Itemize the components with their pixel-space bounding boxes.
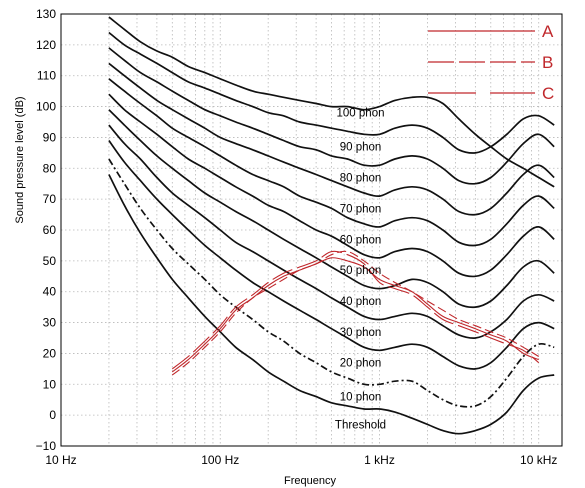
y-tick-label: 60 xyxy=(43,223,57,237)
legend: ABC xyxy=(428,22,554,103)
y-tick-label: 110 xyxy=(37,69,56,83)
y-tick-label: 120 xyxy=(36,38,56,52)
curve-80-phon xyxy=(108,47,555,185)
curve-threshold xyxy=(108,174,555,435)
plot-frame xyxy=(60,13,563,447)
grid xyxy=(61,13,562,447)
y-axis-label: Sound pressure level (dB) xyxy=(14,96,26,223)
series-b xyxy=(171,250,539,376)
phon-curves xyxy=(108,16,555,435)
y-tick-label: 90 xyxy=(43,130,57,144)
series-a xyxy=(171,257,539,373)
y-tick-label: 70 xyxy=(43,192,57,206)
curve-60-phon xyxy=(108,78,555,247)
curve-10-phon xyxy=(108,158,555,408)
y-tick-label: 40 xyxy=(43,285,57,299)
y-tick-label: 50 xyxy=(43,254,57,268)
tick-labels: −10 0 10 20 30 40 50 60 70 80 90 100 110 120 130 10 Hz 1… xyxy=(36,7,558,467)
curve-20-phon xyxy=(108,140,555,370)
x-axis-label: Frequency xyxy=(284,475,336,487)
legend-label-a: A xyxy=(542,22,554,41)
x-tick-label: 10 kHz xyxy=(520,453,557,467)
curve-70-phon xyxy=(108,62,555,216)
y-tick-label: 0 xyxy=(49,408,56,422)
x-tick-label: 10 Hz xyxy=(45,453,76,467)
curve-label-30-phon: 30 phon xyxy=(340,327,382,339)
curve-label-threshold: Threshold xyxy=(335,419,386,431)
curve-label-40-phon: 40 phon xyxy=(340,296,382,308)
y-tick-label: 30 xyxy=(43,316,57,330)
measured-series xyxy=(171,250,540,376)
curve-50-phon xyxy=(108,93,555,278)
x-tick-label: 1 kHz xyxy=(364,453,395,467)
curve-label-90-phon: 90 phon xyxy=(340,142,382,154)
y-tick-label: 10 xyxy=(43,377,57,391)
y-tick-label: 80 xyxy=(43,161,57,175)
curve-label-60-phon: 60 phon xyxy=(340,234,382,246)
curve-40-phon xyxy=(108,109,555,309)
curve-labels: Threshold 10 phon 20 phon 30 phon 40 phon 50 … xyxy=(335,108,386,432)
x-tick-label: 100 Hz xyxy=(201,453,239,467)
curve-label-10-phon: 10 phon xyxy=(340,392,382,404)
curve-label-80-phon: 80 phon xyxy=(340,173,382,185)
curve-label-100-phon: 100 phon xyxy=(337,108,385,120)
curve-90-phon xyxy=(108,31,555,154)
curve-100-phon xyxy=(108,16,555,188)
y-tick-label: 20 xyxy=(43,346,57,360)
y-tick-label: 100 xyxy=(36,100,56,114)
y-tick-label: −10 xyxy=(36,439,57,453)
curve-30-phon xyxy=(108,124,555,339)
series-c xyxy=(171,250,540,370)
curve-label-70-phon: 70 phon xyxy=(340,203,382,215)
legend-label-b: B xyxy=(542,53,553,72)
y-tick-label: 130 xyxy=(36,7,56,21)
legend-label-c: C xyxy=(542,84,554,103)
curve-label-50-phon: 50 phon xyxy=(340,265,382,277)
curve-label-20-phon: 20 phon xyxy=(340,358,382,370)
